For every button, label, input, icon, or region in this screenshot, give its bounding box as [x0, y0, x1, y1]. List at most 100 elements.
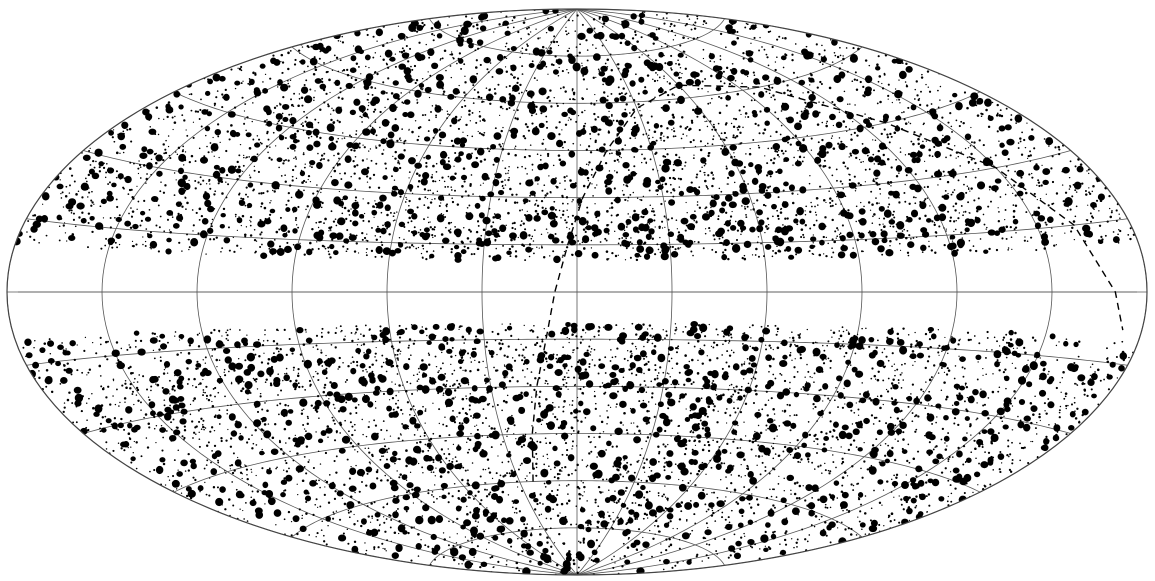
small-source-dot — [526, 173, 528, 175]
small-source-dot — [778, 425, 781, 427]
small-source-dot — [634, 137, 636, 139]
small-source-dot — [646, 338, 648, 340]
small-source-dot — [369, 521, 372, 523]
small-source-dot — [493, 427, 496, 430]
small-source-dot — [1051, 155, 1054, 158]
small-source-dot — [439, 367, 442, 370]
small-source-dot — [1007, 158, 1010, 161]
small-source-dot — [976, 402, 978, 404]
small-source-dot — [365, 251, 367, 254]
small-source-dot — [187, 352, 191, 355]
small-source-dot — [575, 445, 578, 447]
small-source-dot — [293, 157, 295, 160]
small-source-dot — [671, 367, 674, 370]
small-source-dot — [675, 326, 678, 329]
small-source-dot — [951, 336, 953, 338]
small-source-dot — [744, 435, 747, 437]
small-source-dot — [791, 359, 793, 361]
small-source-dot — [831, 204, 834, 207]
small-source-dot — [522, 444, 526, 447]
small-source-dot — [370, 86, 373, 89]
small-source-dot — [447, 544, 450, 547]
small-source-dot — [594, 498, 597, 501]
small-source-dot — [183, 119, 186, 122]
small-source-dot — [528, 200, 531, 202]
small-source-dot — [819, 61, 822, 64]
small-source-dot — [914, 361, 916, 363]
small-source-dot — [204, 362, 207, 364]
small-source-dot — [266, 409, 269, 412]
small-source-dot — [275, 145, 277, 147]
small-source-dot — [758, 557, 761, 560]
small-source-dot — [707, 154, 710, 158]
small-source-dot — [875, 378, 877, 380]
small-source-dot — [660, 131, 663, 135]
small-source-dot — [743, 254, 746, 257]
small-source-dot — [310, 404, 313, 407]
small-source-dot — [972, 245, 975, 247]
small-source-dot — [417, 185, 420, 188]
small-source-dot — [783, 538, 787, 542]
small-source-dot — [511, 414, 513, 417]
small-source-dot — [588, 345, 591, 348]
small-source-dot — [452, 558, 456, 562]
small-source-dot — [146, 388, 149, 391]
small-source-dot — [383, 516, 385, 518]
small-source-dot — [33, 239, 36, 241]
small-source-dot — [1106, 360, 1110, 364]
small-source-dot — [860, 503, 863, 506]
small-source-dot — [245, 186, 248, 189]
small-source-dot — [349, 495, 353, 498]
small-source-dot — [1045, 223, 1048, 226]
small-source-dot — [747, 382, 750, 385]
small-source-dot — [601, 25, 604, 28]
small-source-dot — [644, 86, 647, 89]
small-source-dot — [45, 369, 49, 372]
small-source-dot — [1068, 188, 1071, 190]
small-source-dot — [339, 87, 342, 90]
small-source-dot — [710, 171, 714, 175]
small-source-dot — [843, 387, 845, 390]
small-source-dot — [224, 508, 227, 511]
small-source-dot — [385, 62, 388, 65]
small-source-dot — [670, 68, 673, 71]
small-source-dot — [268, 213, 272, 216]
small-source-dot — [577, 431, 580, 434]
small-source-dot — [713, 491, 716, 494]
small-source-dot — [1013, 228, 1016, 231]
small-source-dot — [951, 191, 954, 194]
small-source-dot — [792, 164, 794, 166]
small-source-dot — [415, 78, 419, 82]
small-source-dot — [624, 490, 627, 492]
small-source-dot — [1013, 184, 1016, 187]
small-source-dot — [772, 215, 774, 218]
small-source-dot — [851, 465, 854, 468]
small-source-dot — [468, 332, 471, 335]
small-source-dot — [227, 226, 230, 229]
small-source-dot — [817, 141, 820, 144]
small-source-dot — [713, 405, 716, 408]
small-source-dot — [750, 337, 752, 339]
small-source-dot — [572, 430, 575, 432]
small-source-dot — [791, 192, 794, 195]
parallel-line — [291, 480, 863, 538]
small-source-dot — [284, 489, 287, 492]
small-source-dot — [426, 78, 428, 81]
small-source-dot — [329, 227, 331, 229]
small-source-dot — [778, 475, 780, 477]
small-source-dot — [312, 513, 315, 516]
small-source-dot — [404, 39, 406, 41]
small-source-dot — [441, 57, 444, 60]
small-source-dot — [928, 378, 932, 382]
small-source-dot — [378, 339, 381, 342]
small-source-dot — [205, 464, 208, 466]
small-source-dot — [314, 90, 316, 92]
small-source-dot — [119, 152, 121, 154]
small-source-dot — [523, 155, 527, 159]
small-source-dot — [873, 489, 875, 492]
small-source-dot — [471, 347, 475, 351]
small-source-dot — [486, 458, 490, 461]
small-source-dot — [840, 140, 843, 143]
small-source-dot — [626, 472, 628, 474]
small-source-dot — [1066, 209, 1069, 211]
